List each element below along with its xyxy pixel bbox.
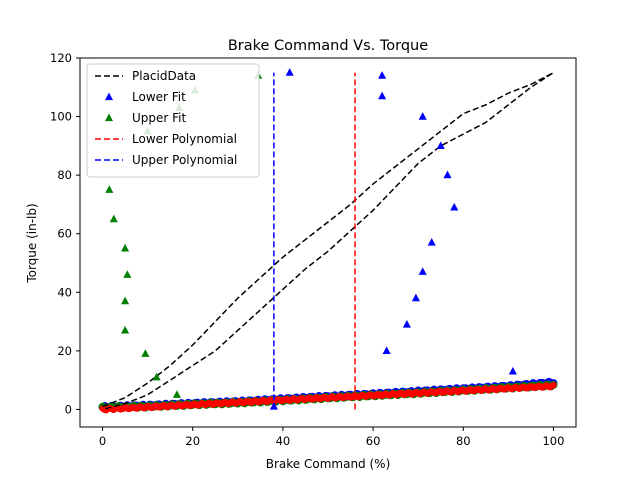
- series-point: [123, 270, 132, 278]
- series-point: [436, 141, 445, 150]
- series-point: [378, 91, 387, 100]
- series-point: [402, 320, 411, 328]
- y-tick-label: 0: [65, 402, 72, 416]
- y-axis-label: Torque (in-lb): [25, 203, 39, 283]
- y-tick-label: 100: [50, 110, 72, 124]
- y-tick-label: 40: [57, 285, 72, 299]
- series-point: [121, 243, 130, 252]
- legend-label: Lower Polynomial: [132, 132, 237, 146]
- series-point: [378, 71, 387, 79]
- legend-swatch: [104, 113, 114, 122]
- series-point: [109, 214, 118, 223]
- series-point: [427, 238, 436, 246]
- series-point: [152, 372, 161, 381]
- series-point: [105, 185, 114, 193]
- x-tick-label: 100: [542, 434, 564, 448]
- series-point: [443, 170, 452, 179]
- series-point: [411, 293, 420, 302]
- series-point: [141, 349, 150, 357]
- legend-label: Upper Fit: [132, 111, 187, 125]
- plot-layer: 0 20 40 60 80 100 0 20 40 60 80 100 120: [50, 51, 577, 448]
- series-point: [508, 366, 517, 375]
- legend-label: PlacidData: [132, 69, 196, 83]
- series-point: [285, 68, 294, 76]
- series-line-0: [102, 71, 554, 411]
- y-tick-label: 20: [57, 344, 72, 358]
- legend-box: [86, 63, 260, 178]
- plot-frame: [79, 57, 577, 428]
- series-point: [418, 267, 427, 275]
- series-point: [450, 202, 459, 211]
- chart-title: Brake Command Vs. Torque: [228, 38, 428, 54]
- x-tick-label: 80: [456, 434, 471, 448]
- legend: PlacidData Lower Fit Upper Fit Lower Polyno…: [86, 63, 260, 178]
- series-point: [172, 390, 181, 398]
- legend-swatch: [104, 92, 114, 101]
- y-tick-label: 60: [57, 227, 72, 241]
- x-axis-label: Brake Command (%): [266, 457, 391, 471]
- x-tick-label: 20: [185, 434, 200, 448]
- x-tick-label: 60: [366, 434, 381, 448]
- legend-label: Lower Fit: [132, 90, 186, 104]
- y-tick-label: 120: [50, 51, 72, 65]
- x-tick-label: 0: [99, 434, 106, 448]
- series-point: [382, 346, 391, 355]
- band-point: [550, 381, 557, 389]
- series-point: [121, 325, 130, 334]
- legend-label: Upper Polynomial: [132, 153, 237, 167]
- y-tick-label: 80: [57, 168, 72, 182]
- series-point: [121, 296, 130, 305]
- series-point: [418, 112, 427, 120]
- x-tick-label: 40: [276, 434, 291, 448]
